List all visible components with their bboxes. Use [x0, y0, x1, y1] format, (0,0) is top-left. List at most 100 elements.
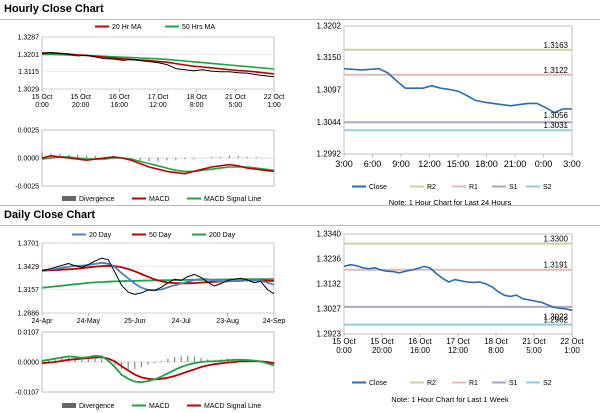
plot-frame [41, 242, 275, 314]
x-tick-label: 16 Oct 16:00 [109, 94, 130, 109]
hourly-pivot-chart: 1.3202 1.3150 1.3097 1.3044 1.2992 1.3163 1.31… [317, 22, 581, 192]
x-tick-label: 15 Oct 0:00 [332, 337, 356, 355]
x-tick-label: 21:00 [504, 159, 527, 169]
y-tick-label: 1.3202 [317, 22, 342, 31]
y-tick-label: 0.0025 [18, 128, 40, 135]
legend-label: 50 Hrs MA [182, 24, 215, 31]
legend-label: S1 [509, 380, 518, 387]
x-tick-label: 24-May [77, 318, 101, 325]
y-tick-label: 1.3340 [317, 230, 342, 239]
legend-swatch [62, 196, 76, 201]
pivot-label-r1: 1.3191 [544, 261, 569, 270]
y-tick-label: 1.2992 [317, 150, 342, 159]
pivot-label-r2: 1.3163 [544, 41, 569, 50]
x-tick-label: 3:00 [335, 159, 353, 169]
x-tick-label: 24-Sep [263, 318, 286, 325]
daily-pivot-chart: 1.3340 1.3236 1.3132 1.3027 1.2923 1.3300 1.31… [317, 230, 585, 388]
y-tick-label: 1.3150 [317, 53, 342, 62]
x-tick-label: 21 Oct 5:00 [522, 337, 546, 355]
plot-frame [343, 233, 573, 335]
legend-label: MACD Signal Line [204, 403, 261, 410]
legend-label: Divergence [79, 196, 115, 203]
hourly-macd-chart: 0.0025 0.0000 -0.0025 Divergence MACD MACD Si… [15, 128, 275, 203]
y-tick-label: 1.3701 [18, 241, 40, 248]
x-tick-label: 21 Oct 5:00 [225, 94, 246, 109]
y-tick-label: 0.0000 [18, 156, 40, 163]
x-tick-label: 6:00 [364, 159, 382, 169]
x-tick-label: 0:00 [535, 159, 553, 169]
x-tick-label: 18 Oct 8:00 [484, 337, 508, 355]
x-tick-label: 15:00 [447, 159, 470, 169]
ma20-line [41, 261, 275, 292]
x-tick-label: 15 Oct 0:00 [32, 94, 53, 109]
daily-section-title: Daily Close Chart [4, 209, 96, 221]
plot-frame [343, 25, 573, 155]
x-tick-label: 23-Aug [216, 318, 239, 325]
legend-label: R2 [427, 380, 436, 387]
close-line [343, 263, 573, 312]
ma20-line [41, 52, 275, 75]
legend-label: S2 [543, 380, 552, 387]
legend-label: R1 [469, 184, 478, 191]
legend-label: R1 [469, 380, 478, 387]
x-tick-label: 24-Jul [172, 318, 192, 325]
x-tick-label: 9:00 [392, 159, 410, 169]
x-tick-label: 16 Oct 16:00 [408, 337, 432, 355]
y-tick-label: 1.3027 [317, 305, 342, 314]
legend-label: Close [369, 380, 387, 387]
x-tick-label: 17 Oct 12:00 [446, 337, 470, 355]
x-tick-label: 25-Jun [124, 318, 146, 325]
x-tick-label: 15 Oct 20:00 [370, 337, 394, 355]
x-tick-label: 15 Oct 20:00 [70, 94, 91, 109]
x-tick-label: 22 Oct 1:00 [560, 337, 584, 355]
y-tick-label: 0.0107 [18, 330, 40, 337]
section-divider [0, 19, 600, 20]
legend-label: MACD [149, 403, 170, 410]
legend-label: 20 Day [89, 232, 112, 239]
signal-line [41, 156, 275, 173]
y-tick-label: 1.3429 [18, 264, 40, 271]
daily-pivot-note: Note: 1 Hour Chart for Last 1 Week [391, 395, 509, 404]
y-tick-label: 1.3201 [18, 52, 40, 59]
legend-label: S1 [509, 184, 518, 191]
y-tick-label: 1.3044 [317, 118, 342, 127]
y-tick-label: 1.2886 [18, 311, 40, 318]
close-value-label: 1.3022 [544, 312, 569, 321]
x-tick-label: 17 Oct 12:00 [148, 94, 169, 109]
section-divider [0, 225, 600, 226]
signal-line [41, 356, 275, 381]
pivot-label-r2: 1.3300 [544, 235, 569, 244]
pivot-label-s2: 1.3031 [544, 121, 569, 130]
legend-swatch [62, 403, 76, 408]
legend-label: 50 Day [149, 232, 172, 239]
y-tick-label: 0.0000 [18, 360, 40, 367]
hourly-section-title: Hourly Close Chart [4, 3, 104, 15]
y-tick-label: 1.3097 [317, 86, 342, 95]
y-tick-label: 1.3115 [18, 69, 39, 76]
close-value-label: 1.3056 [544, 111, 569, 120]
close-line [41, 257, 275, 295]
y-tick-label: -0.0025 [15, 184, 39, 191]
legend-label: R2 [427, 184, 436, 191]
x-tick-label: 22 Oct 1:00 [264, 94, 285, 109]
y-tick-label: 1.2923 [317, 330, 342, 339]
y-tick-label: 1.3287 [18, 35, 40, 42]
legend-label: S2 [543, 184, 552, 191]
legend-label: Divergence [79, 403, 115, 410]
y-tick-label: 1.3029 [18, 87, 40, 94]
y-tick-label: -0.0107 [15, 390, 39, 397]
y-tick-label: 1.3132 [317, 279, 342, 288]
hourly-pivot-note: Note: 1 Hour Chart for Last 24 Hours [388, 198, 512, 207]
macd-line [41, 354, 275, 384]
y-tick-label: 1.3157 [18, 287, 40, 294]
close-line [41, 52, 275, 78]
daily-macd-chart: 0.0107 0.0000 -0.0107 Divergence MACD MACD Si… [15, 330, 275, 410]
pivot-label-s2: 1.2962 [544, 316, 569, 325]
x-tick-label: 12:00 [418, 159, 441, 169]
macd-line [41, 154, 275, 175]
legend-label: MACD Signal Line [204, 196, 261, 203]
section-divider [0, 205, 600, 206]
close-line [343, 67, 572, 114]
y-tick-label: 1.3236 [317, 254, 342, 263]
